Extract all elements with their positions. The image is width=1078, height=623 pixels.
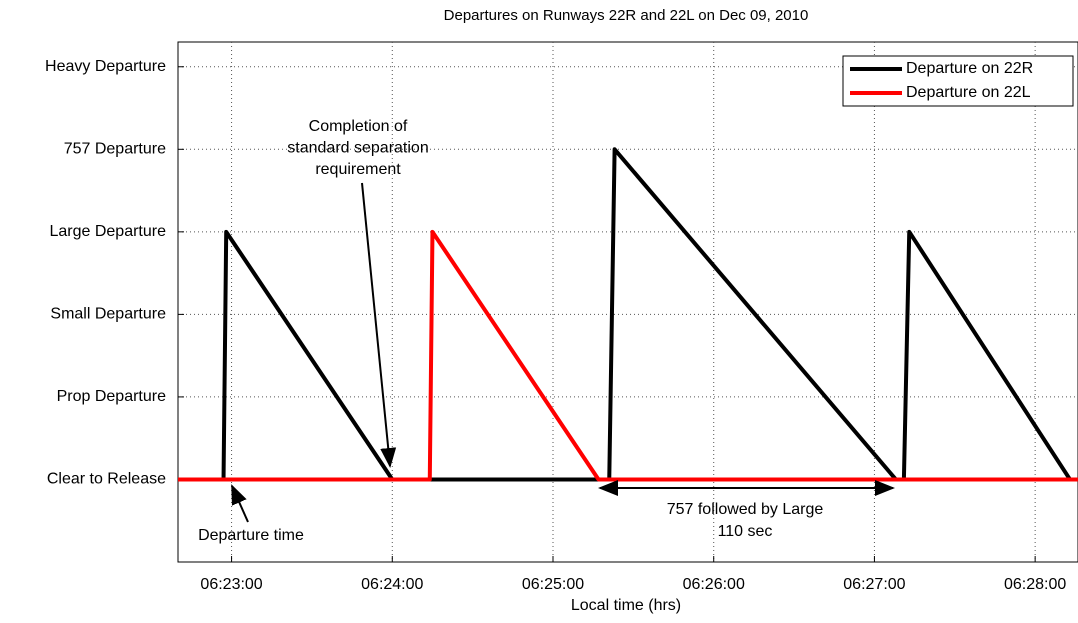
annotation: standard separation (287, 140, 428, 157)
legend: Departure on 22R Departure on 22L (842, 55, 1074, 107)
x-tick-label: 06:28:00 (1004, 576, 1066, 593)
annotation: 110 sec (718, 523, 773, 540)
plot (178, 42, 1078, 562)
annotation-arrows (231, 182, 895, 523)
legend-box (842, 55, 1074, 107)
y-tick-label: 757 Departure (64, 141, 166, 158)
y-tick-label: Heavy Departure (45, 58, 166, 75)
y-tick-label: Prop Departure (57, 388, 166, 405)
annotation: Departure time (198, 527, 304, 544)
arrow (231, 484, 249, 523)
y-tick-label: Large Departure (49, 223, 166, 240)
y-tick-label: Clear to Release (47, 471, 166, 488)
annotation: 757 followed by Large (667, 501, 824, 518)
x-tick-label: 06:25:00 (522, 576, 584, 593)
legend-label: Departure on 22L (906, 84, 1031, 101)
x-tick-label: 06:24:00 (361, 576, 423, 593)
plot-area (177, 41, 1078, 563)
arrow (361, 182, 397, 468)
chart-title: Departures on Runways 22R and 22L on Dec… (444, 7, 809, 24)
x-tick-label: 06:27:00 (843, 576, 905, 593)
series-line (178, 147, 1078, 482)
y-tick-label: Small Departure (50, 306, 166, 323)
annotation: requirement (315, 161, 401, 178)
legend-label: Departure on 22R (906, 60, 1033, 77)
annotation: Completion of (309, 118, 408, 135)
series-line (178, 229, 1078, 482)
x-tick-label: 06:23:00 (200, 576, 262, 593)
x-tick-label: 06:26:00 (683, 576, 745, 593)
x-axis-label: Local time (hrs) (571, 597, 681, 614)
